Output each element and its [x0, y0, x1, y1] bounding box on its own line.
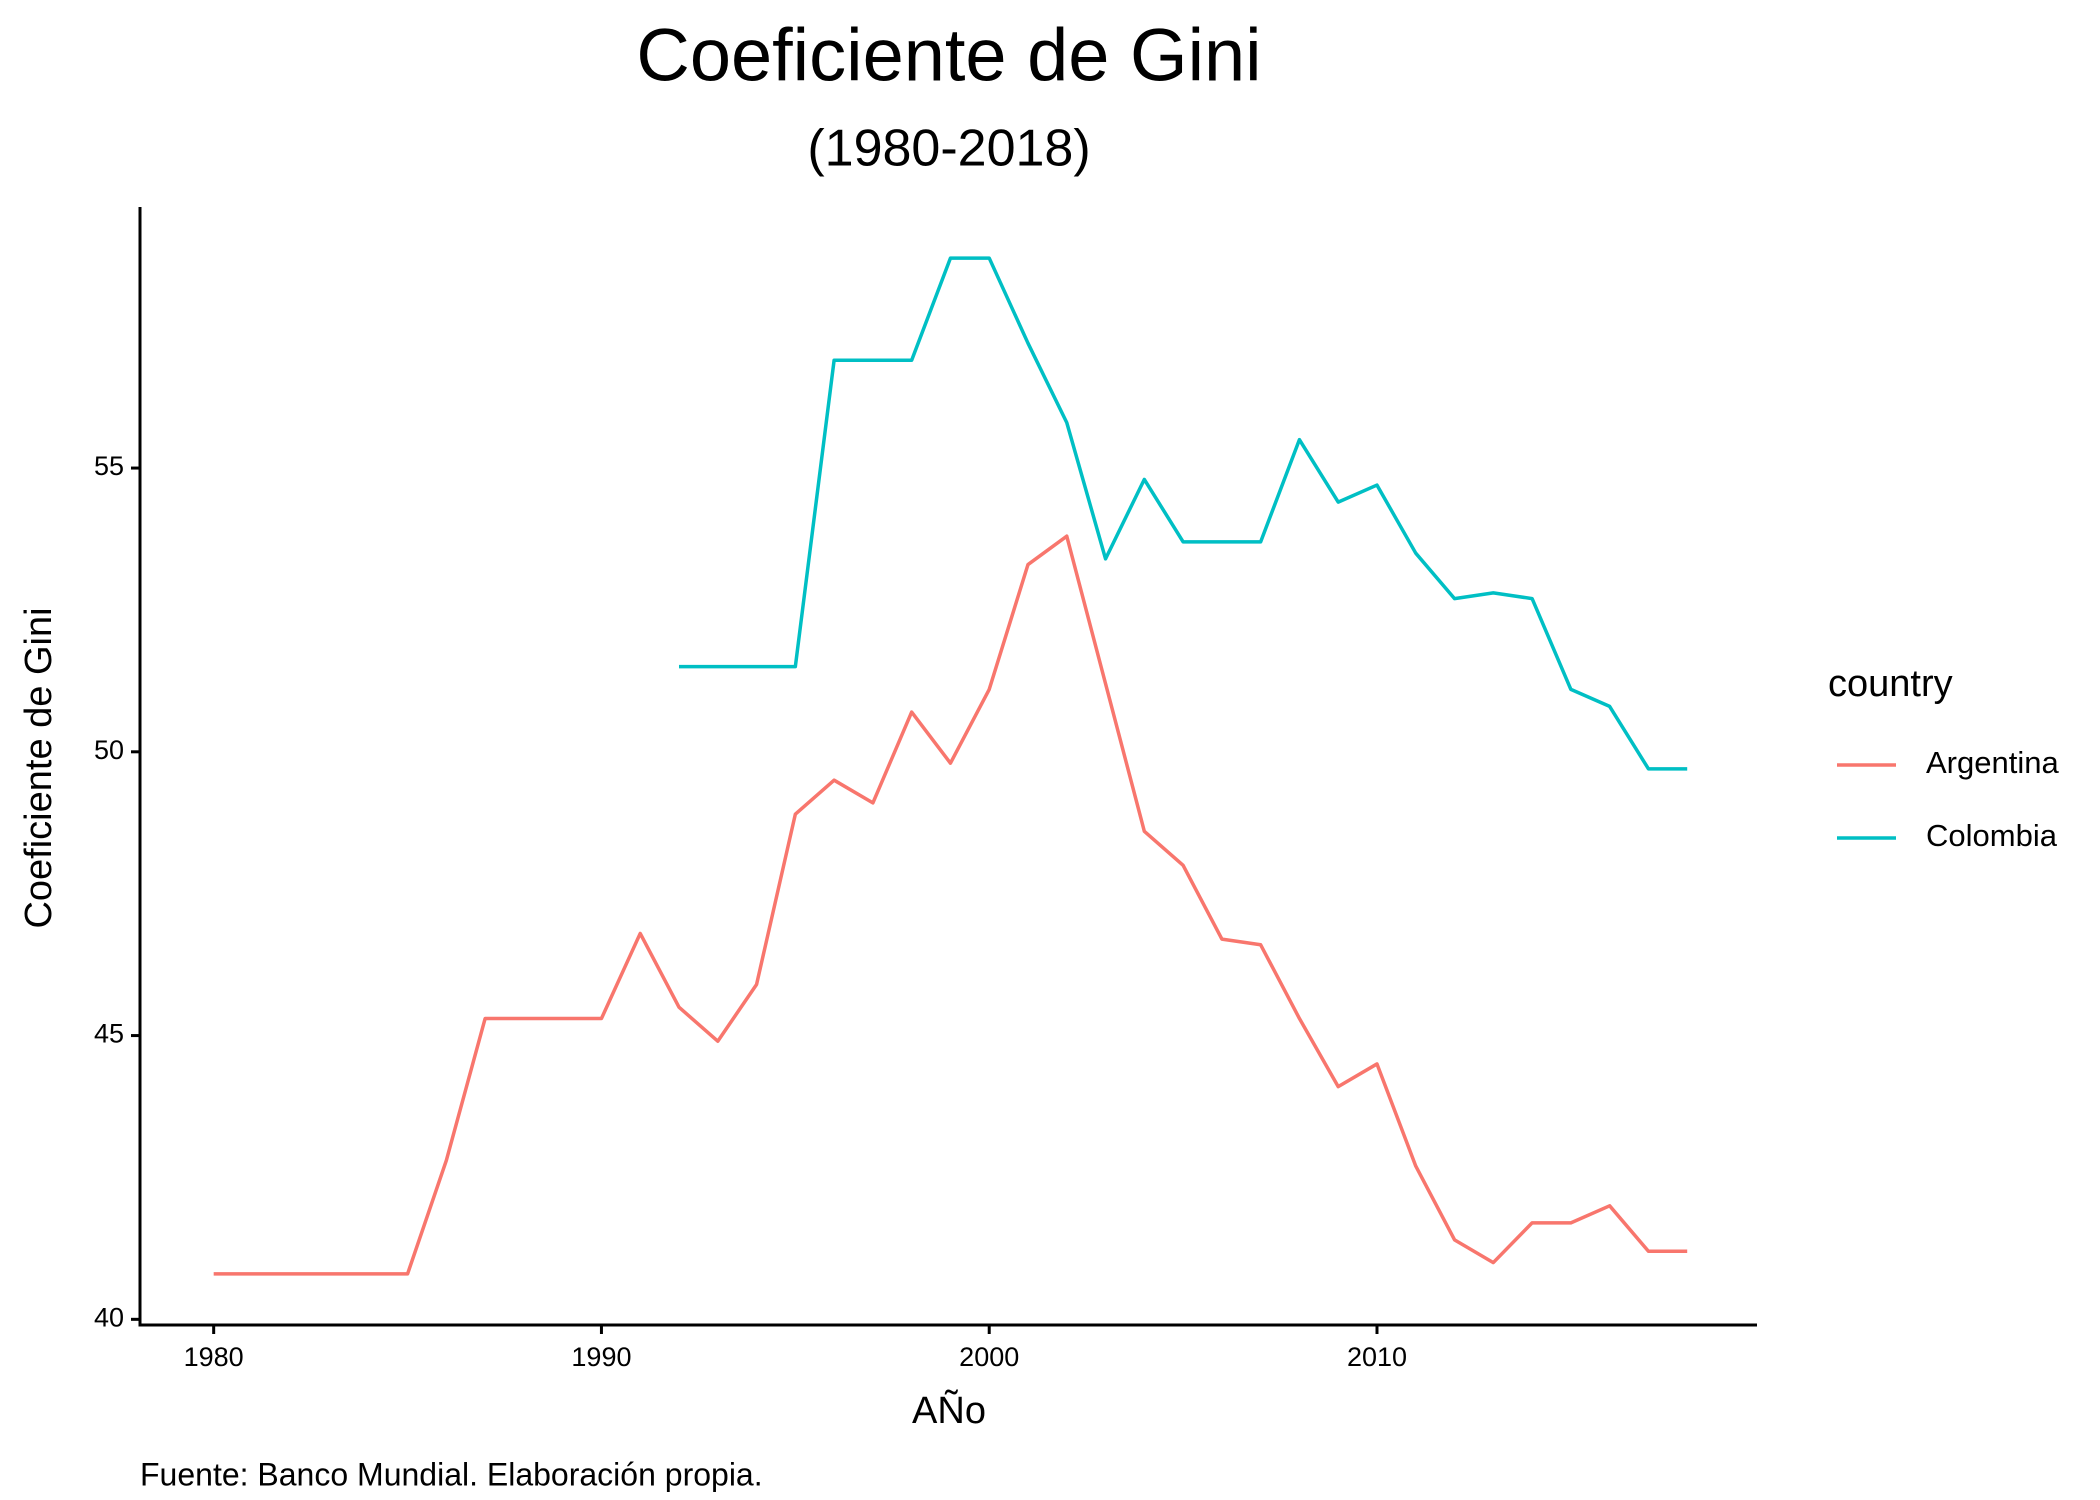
series-line [679, 256, 1688, 771]
legend-label: Colombia [1926, 818, 2058, 853]
x-tick-label: 2000 [959, 1342, 1019, 1372]
y-tick-label: 50 [94, 735, 124, 765]
y-axis-title: Coeficiente de Gini [18, 607, 60, 928]
series-line [213, 534, 1688, 1276]
x-tick-label: 2010 [1347, 1342, 1407, 1372]
chart-subtitle: (1980-2018) [807, 120, 1090, 178]
x-axis-title: AÑo [912, 1389, 986, 1432]
x-tick-label: 1990 [571, 1342, 631, 1372]
legend-title: country [1828, 663, 1953, 705]
legend-label: Argentina [1926, 745, 2059, 780]
y-tick-label: 55 [94, 451, 124, 481]
caption: Fuente: Banco Mundial. Elaboración propi… [140, 1456, 763, 1492]
y-tick-label: 40 [94, 1302, 124, 1332]
x-tick-label: 1980 [184, 1342, 244, 1372]
chart-title: Coeficiente de Gini [636, 14, 1261, 97]
y-tick-label: 45 [94, 1019, 124, 1049]
